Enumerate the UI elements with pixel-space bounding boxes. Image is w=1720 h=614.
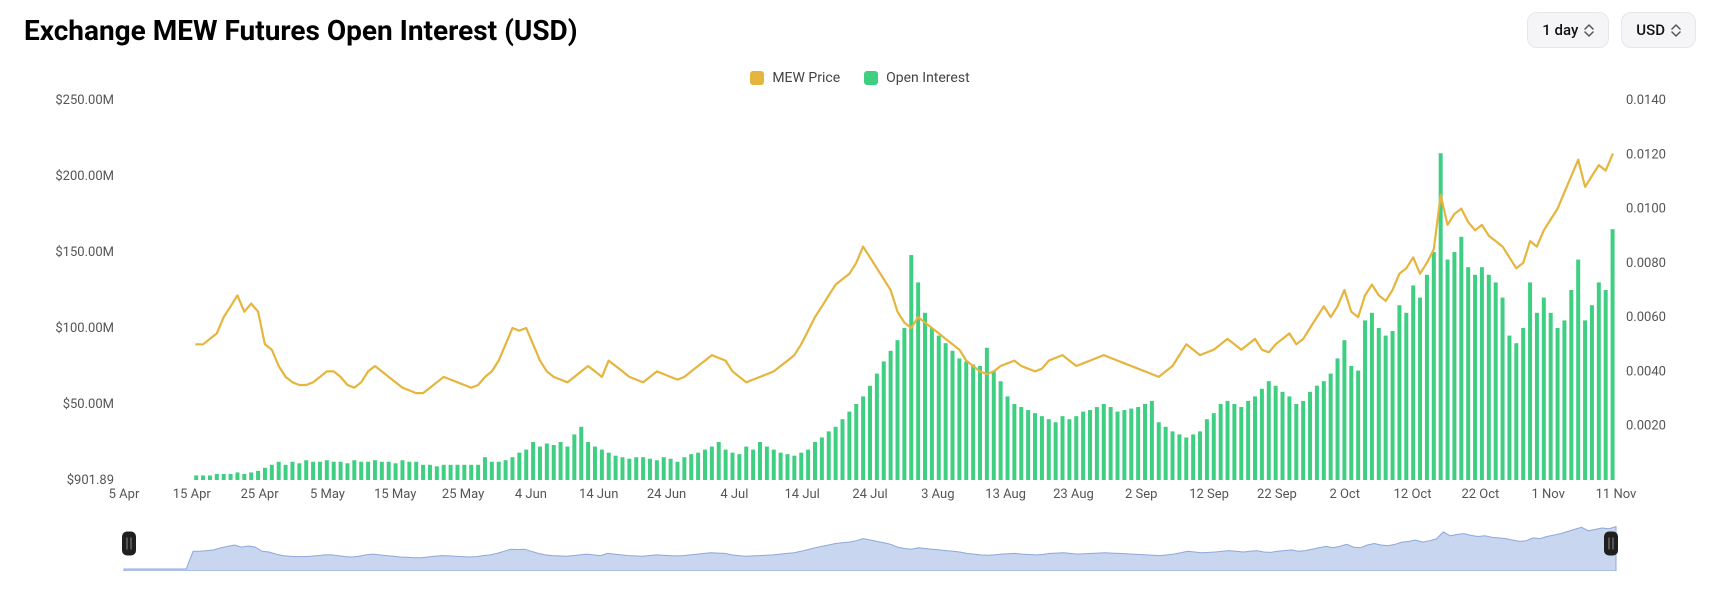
chart-header: Exchange MEW Futures Open Interest (USD)…: [24, 12, 1696, 48]
chart-legend: MEW Price Open Interest: [24, 70, 1696, 86]
svg-text:$901.89: $901.89: [67, 473, 114, 488]
svg-text:$200.00M: $200.00M: [55, 169, 114, 184]
svg-text:14 Jun: 14 Jun: [579, 487, 618, 502]
chevron-updown-icon: [1671, 24, 1681, 37]
currency-dropdown[interactable]: USD: [1621, 12, 1696, 48]
svg-text:13 Aug: 13 Aug: [985, 487, 1026, 502]
svg-text:$50.00M: $50.00M: [63, 397, 114, 412]
svg-text:25 May: 25 May: [442, 487, 484, 502]
svg-text:15 May: 15 May: [374, 487, 416, 502]
svg-text:0.0080: 0.0080: [1626, 256, 1666, 271]
svg-text:14 Jul: 14 Jul: [785, 487, 820, 502]
svg-text:22 Sep: 22 Sep: [1257, 487, 1297, 502]
svg-text:$150.00M: $150.00M: [55, 245, 114, 260]
svg-text:24 Jun: 24 Jun: [647, 487, 686, 502]
svg-text:23 Aug: 23 Aug: [1053, 487, 1094, 502]
svg-text:15 Apr: 15 Apr: [173, 487, 212, 502]
svg-text:22 Oct: 22 Oct: [1461, 487, 1499, 502]
timeframe-dropdown[interactable]: 1 day: [1527, 12, 1609, 48]
svg-text:0.0140: 0.0140: [1626, 94, 1666, 108]
svg-text:$250.00M: $250.00M: [55, 94, 114, 108]
svg-text:4 Jun: 4 Jun: [515, 487, 547, 502]
timeframe-label: 1 day: [1542, 21, 1578, 39]
main-chart[interactable]: $901.89 $50.00M $100.00M $150.00M $200.00M $2…: [24, 94, 1696, 506]
svg-text:3 Aug: 3 Aug: [921, 487, 954, 502]
legend-item-oi[interactable]: Open Interest: [864, 70, 970, 86]
svg-text:4 Jul: 4 Jul: [720, 487, 748, 502]
svg-text:11 Nov: 11 Nov: [1596, 487, 1637, 502]
svg-text:25 Apr: 25 Apr: [241, 487, 280, 502]
chart-controls: 1 day USD: [1527, 12, 1696, 48]
chart-canvas: $901.89 $50.00M $100.00M $150.00M $200.00M $2…: [24, 94, 1696, 506]
svg-text:12 Sep: 12 Sep: [1189, 487, 1229, 502]
svg-text:0.0060: 0.0060: [1626, 310, 1666, 325]
svg-text:0.0100: 0.0100: [1626, 202, 1666, 217]
svg-text:12 Oct: 12 Oct: [1394, 487, 1432, 502]
legend-label-oi: Open Interest: [886, 70, 970, 86]
brush-canvas: [24, 516, 1696, 571]
svg-text:5 Apr: 5 Apr: [109, 487, 140, 502]
currency-label: USD: [1636, 21, 1665, 39]
legend-swatch-price: [750, 71, 764, 85]
chevron-updown-icon: [1584, 24, 1594, 37]
svg-text:0.0020: 0.0020: [1626, 419, 1666, 434]
svg-text:0.0120: 0.0120: [1626, 147, 1666, 162]
svg-text:2 Sep: 2 Sep: [1125, 487, 1157, 502]
svg-text:24 Jul: 24 Jul: [852, 487, 887, 502]
legend-swatch-oi: [864, 71, 878, 85]
svg-text:0.0040: 0.0040: [1626, 364, 1666, 379]
svg-text:2 Oct: 2 Oct: [1329, 487, 1360, 502]
brush-range[interactable]: [24, 516, 1696, 571]
chart-title: Exchange MEW Futures Open Interest (USD): [24, 14, 578, 47]
svg-text:1 Nov: 1 Nov: [1531, 487, 1565, 502]
svg-text:5 May: 5 May: [310, 487, 345, 502]
svg-text:$100.00M: $100.00M: [55, 321, 114, 336]
legend-item-price[interactable]: MEW Price: [750, 70, 840, 86]
legend-label-price: MEW Price: [772, 70, 840, 86]
